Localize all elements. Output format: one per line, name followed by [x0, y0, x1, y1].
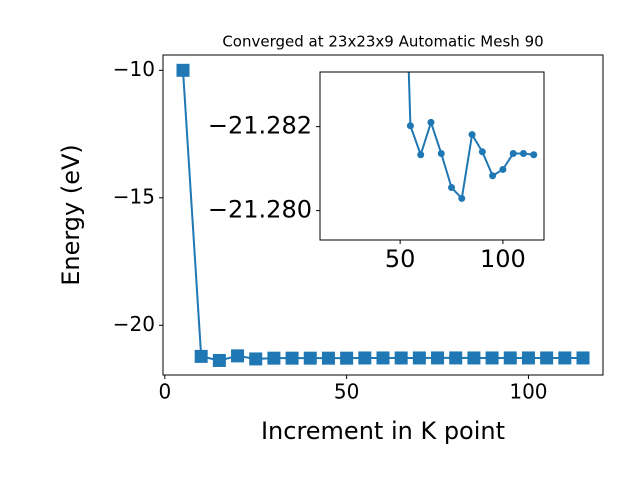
y-axis-label: Energy (eV) [57, 144, 85, 286]
axes-frame [319, 71, 545, 241]
x-tick-label: 50 [334, 380, 359, 404]
data-point [519, 149, 527, 157]
data-point [285, 351, 299, 365]
data-point [468, 131, 476, 139]
data-point [376, 351, 390, 365]
data-point [431, 351, 445, 365]
data-point [485, 351, 499, 365]
data-point [340, 351, 354, 365]
data-point [437, 149, 445, 157]
data-point [417, 151, 425, 159]
data-point [489, 172, 497, 180]
data-point [412, 351, 426, 365]
data-point [499, 165, 507, 173]
data-point [540, 351, 554, 365]
data-point [321, 351, 335, 365]
data-point [467, 351, 481, 365]
data-point [530, 151, 538, 159]
data-point [394, 351, 408, 365]
data-point [576, 351, 590, 365]
plot-clip [406, 72, 538, 202]
y-tick-label: −21.282 [208, 112, 312, 140]
x-tick-label: 100 [480, 245, 526, 273]
data-point [427, 118, 435, 126]
data-point [458, 194, 466, 202]
plot-area [320, 72, 544, 240]
y-tick-label: −15 [113, 184, 155, 208]
data-point [358, 351, 372, 365]
chart-title: Converged at 23x23x9 Automatic Mesh 90 [222, 33, 543, 51]
data-point [503, 351, 517, 365]
data-point [558, 351, 572, 365]
data-point [509, 149, 517, 157]
data-point [194, 349, 208, 363]
data-point [176, 63, 190, 77]
x-tick-label: 50 [385, 245, 416, 273]
plot-clip [176, 63, 590, 367]
data-point [249, 352, 263, 366]
data-point [448, 184, 456, 191]
y-tick-label: −21.280 [208, 196, 312, 224]
data-point [231, 349, 245, 363]
y-tick-label: −10 [113, 57, 155, 81]
data-point [212, 353, 226, 367]
data-point [303, 351, 317, 365]
data-point [406, 122, 414, 130]
data-point [449, 351, 463, 365]
x-axis-label: Increment in K point [261, 417, 505, 445]
axes-frame [162, 54, 604, 376]
x-tick-label: 0 [158, 380, 171, 404]
y-tick-label: −20 [113, 312, 155, 336]
data-point [267, 351, 281, 365]
data-point [521, 351, 535, 365]
x-tick-label: 100 [509, 380, 547, 404]
data-point [478, 148, 486, 156]
